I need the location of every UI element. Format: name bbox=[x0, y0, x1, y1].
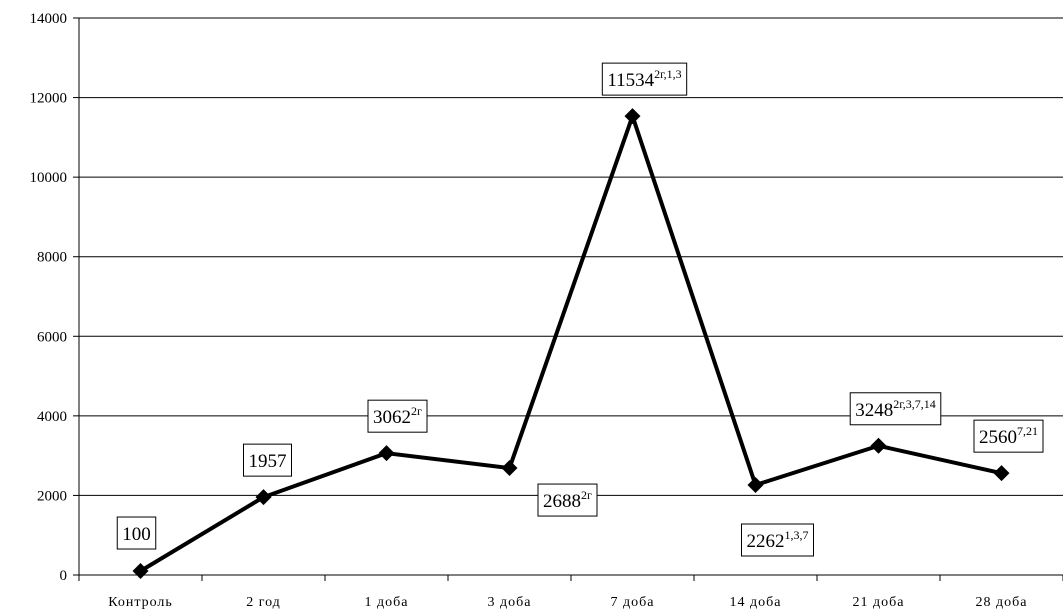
data-point-marker bbox=[624, 108, 641, 125]
data-label-text: 1957 bbox=[249, 451, 287, 472]
x-tick-label: Контроль bbox=[108, 595, 173, 610]
data-label-sup: 2г bbox=[581, 488, 592, 502]
data-label: 100 bbox=[116, 516, 157, 550]
data-label: 115342г,1,3 bbox=[601, 62, 688, 96]
data-label-sup: 1,3,7 bbox=[785, 528, 809, 542]
data-label-text: 30622г bbox=[373, 404, 422, 428]
data-label-sup: 2г bbox=[411, 404, 422, 418]
data-label-value: 100 bbox=[122, 524, 151, 545]
x-tick-label: 14 доба bbox=[730, 595, 782, 610]
data-label-box bbox=[973, 419, 1044, 453]
series-line-path bbox=[139, 109, 1002, 573]
data-label-text: 25607,21 bbox=[979, 424, 1038, 448]
data-label-sup: 2г,3,7,14 bbox=[893, 397, 936, 411]
data-label-value: 2262 bbox=[747, 531, 785, 552]
x-tick-label: 21 доба bbox=[853, 595, 905, 610]
data-label: 32482г,3,7,14 bbox=[849, 392, 942, 426]
data-point-marker bbox=[501, 460, 518, 477]
y-tick-label: 0 bbox=[60, 568, 68, 584]
data-point-marker bbox=[747, 477, 764, 494]
data-label-box bbox=[116, 516, 157, 550]
data-point-marker bbox=[255, 489, 272, 506]
y-tick-label: 6000 bbox=[37, 329, 67, 345]
y-tick-label: 2000 bbox=[37, 488, 67, 504]
grid-lines bbox=[79, 17, 1063, 496]
y-tick-label: 10000 bbox=[30, 170, 68, 186]
x-tick-label: 28 доба bbox=[976, 595, 1028, 610]
data-label: 1957 bbox=[243, 443, 292, 477]
data-label-text: 22621,3,7 bbox=[747, 528, 809, 552]
data-label-value: 2560 bbox=[979, 427, 1017, 448]
data-label: 22621,3,7 bbox=[741, 523, 814, 557]
series-line bbox=[139, 109, 1002, 573]
data-point-marker bbox=[993, 465, 1010, 482]
data-label-box bbox=[741, 523, 814, 557]
x-tick-label: 1 доба bbox=[365, 595, 409, 610]
data-label-box bbox=[849, 392, 942, 426]
data-point-marker bbox=[132, 563, 149, 580]
y-tick-label: 4000 bbox=[37, 409, 67, 425]
data-point-marker bbox=[870, 437, 887, 454]
data-label: 26882г bbox=[537, 483, 598, 517]
data-label-box bbox=[601, 62, 688, 96]
x-tick-label: 2 год bbox=[246, 595, 281, 610]
x-tick-label: 7 доба bbox=[611, 595, 655, 610]
data-label-text: 26882г bbox=[543, 488, 592, 512]
data-label-sup: 7,21 bbox=[1017, 424, 1038, 438]
data-label-value: 3248 bbox=[855, 400, 893, 421]
data-label-value: 2688 bbox=[543, 491, 581, 512]
data-label: 25607,21 bbox=[973, 419, 1044, 453]
data-label-value: 3062 bbox=[373, 407, 411, 428]
y-tick-label: 12000 bbox=[30, 91, 68, 107]
data-label-text: 32482г,3,7,14 bbox=[855, 397, 936, 421]
x-tick-label: 3 доба bbox=[488, 595, 532, 610]
data-label-text: 115342г,1,3 bbox=[607, 67, 681, 91]
y-tick-label: 14000 bbox=[30, 11, 68, 27]
data-label-text: 100 bbox=[122, 524, 151, 545]
data-labels: 100195730622г26882г115342г,1,322621,3,73… bbox=[116, 62, 1044, 557]
data-point-marker bbox=[378, 445, 395, 462]
x-axis-ticks: Контроль 2 год 1 доба 3 доба 7 доба 14 доба 21… bbox=[108, 595, 1028, 610]
y-axis-ticks: 0 2000 4000 6000 8000 10000 12000 14000 bbox=[30, 11, 68, 584]
data-label-box bbox=[243, 443, 292, 477]
data-label-value: 11534 bbox=[607, 70, 654, 91]
series-markers bbox=[132, 108, 1010, 580]
data-label-box bbox=[537, 483, 598, 517]
y-tick-label: 8000 bbox=[37, 250, 67, 266]
axes bbox=[73, 17, 1063, 581]
data-label: 30622г bbox=[367, 399, 428, 433]
data-label-value: 1957 bbox=[249, 451, 287, 472]
data-label-box bbox=[367, 399, 428, 433]
data-label-sup: 2г,1,3 bbox=[654, 67, 682, 81]
